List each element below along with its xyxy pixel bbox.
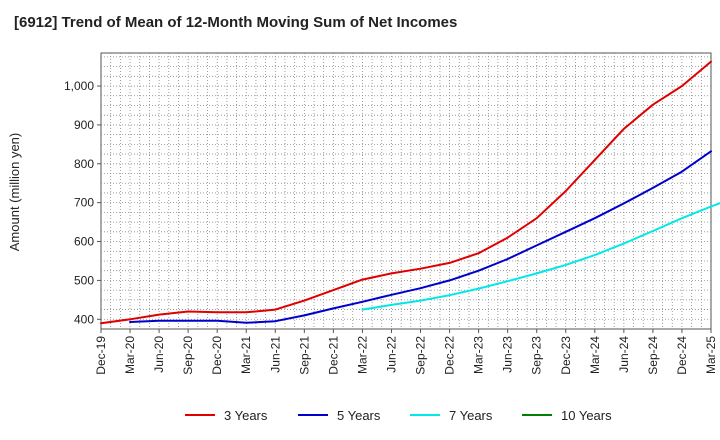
x-tick-label: Dec-19 — [94, 336, 108, 375]
legend: 3 Years 5 Years 7 Years 10 Years — [185, 408, 612, 423]
x-tick-label: Jun-20 — [152, 336, 166, 373]
x-tick-label: Mar-24 — [588, 336, 602, 374]
x-tick-label: Sep-22 — [414, 336, 428, 375]
x-tick-label: Sep-24 — [646, 336, 660, 375]
x-tick-label: Jun-23 — [501, 336, 515, 373]
x-tick-label: Dec-24 — [675, 336, 689, 375]
legend-label-3-years: 3 Years — [224, 408, 268, 423]
legend-label-5-years: 5 Years — [337, 408, 381, 423]
x-tick-label: Jun-24 — [617, 336, 631, 373]
x-tick-label: Dec-20 — [210, 336, 224, 375]
x-tick-label: Sep-20 — [181, 336, 195, 375]
x-tick-label: Dec-23 — [559, 336, 573, 375]
plot-frame — [100, 52, 712, 330]
y-tick-label: 900 — [74, 118, 94, 132]
y-tick-label: 400 — [74, 312, 94, 326]
series-line-3-years — [100, 60, 712, 325]
y-tick-label: 1,000 — [64, 79, 94, 93]
x-tick-label: Mar-25 — [704, 336, 718, 374]
x-tick-label: Mar-21 — [239, 336, 253, 374]
chart-title: [6912] Trend of Mean of 12-Month Moving … — [14, 14, 458, 31]
y-tick-label: 500 — [74, 273, 94, 287]
x-tick-label: Sep-21 — [297, 336, 311, 375]
grid — [101, 53, 711, 329]
axes: 400 500 600 700 800 900 1,000 Dec-19 Mar-20 Jun-2… — [64, 79, 718, 375]
plot-area — [100, 52, 712, 330]
x-tick-label: Mar-20 — [123, 336, 137, 374]
series-line-5-years — [129, 150, 712, 324]
y-tick-label: 800 — [74, 157, 94, 171]
x-tick-label: Jun-22 — [384, 336, 398, 373]
legend-label-7-years: 7 Years — [449, 408, 493, 423]
x-tick-label: Dec-22 — [443, 336, 457, 375]
y-tick-label: 600 — [74, 235, 94, 249]
series-group — [100, 60, 720, 325]
y-axis-label: Amount (million yen) — [7, 133, 22, 252]
y-tick-label: 700 — [74, 196, 94, 210]
x-tick-label: Mar-23 — [472, 336, 486, 374]
x-tick-label: Mar-22 — [355, 336, 369, 374]
x-tick-label: Jun-21 — [268, 336, 282, 373]
series-line-7-years — [361, 202, 720, 311]
x-tick-label: Dec-21 — [326, 336, 340, 375]
x-tick-label: Sep-23 — [530, 336, 544, 375]
legend-label-10-years: 10 Years — [561, 408, 612, 423]
